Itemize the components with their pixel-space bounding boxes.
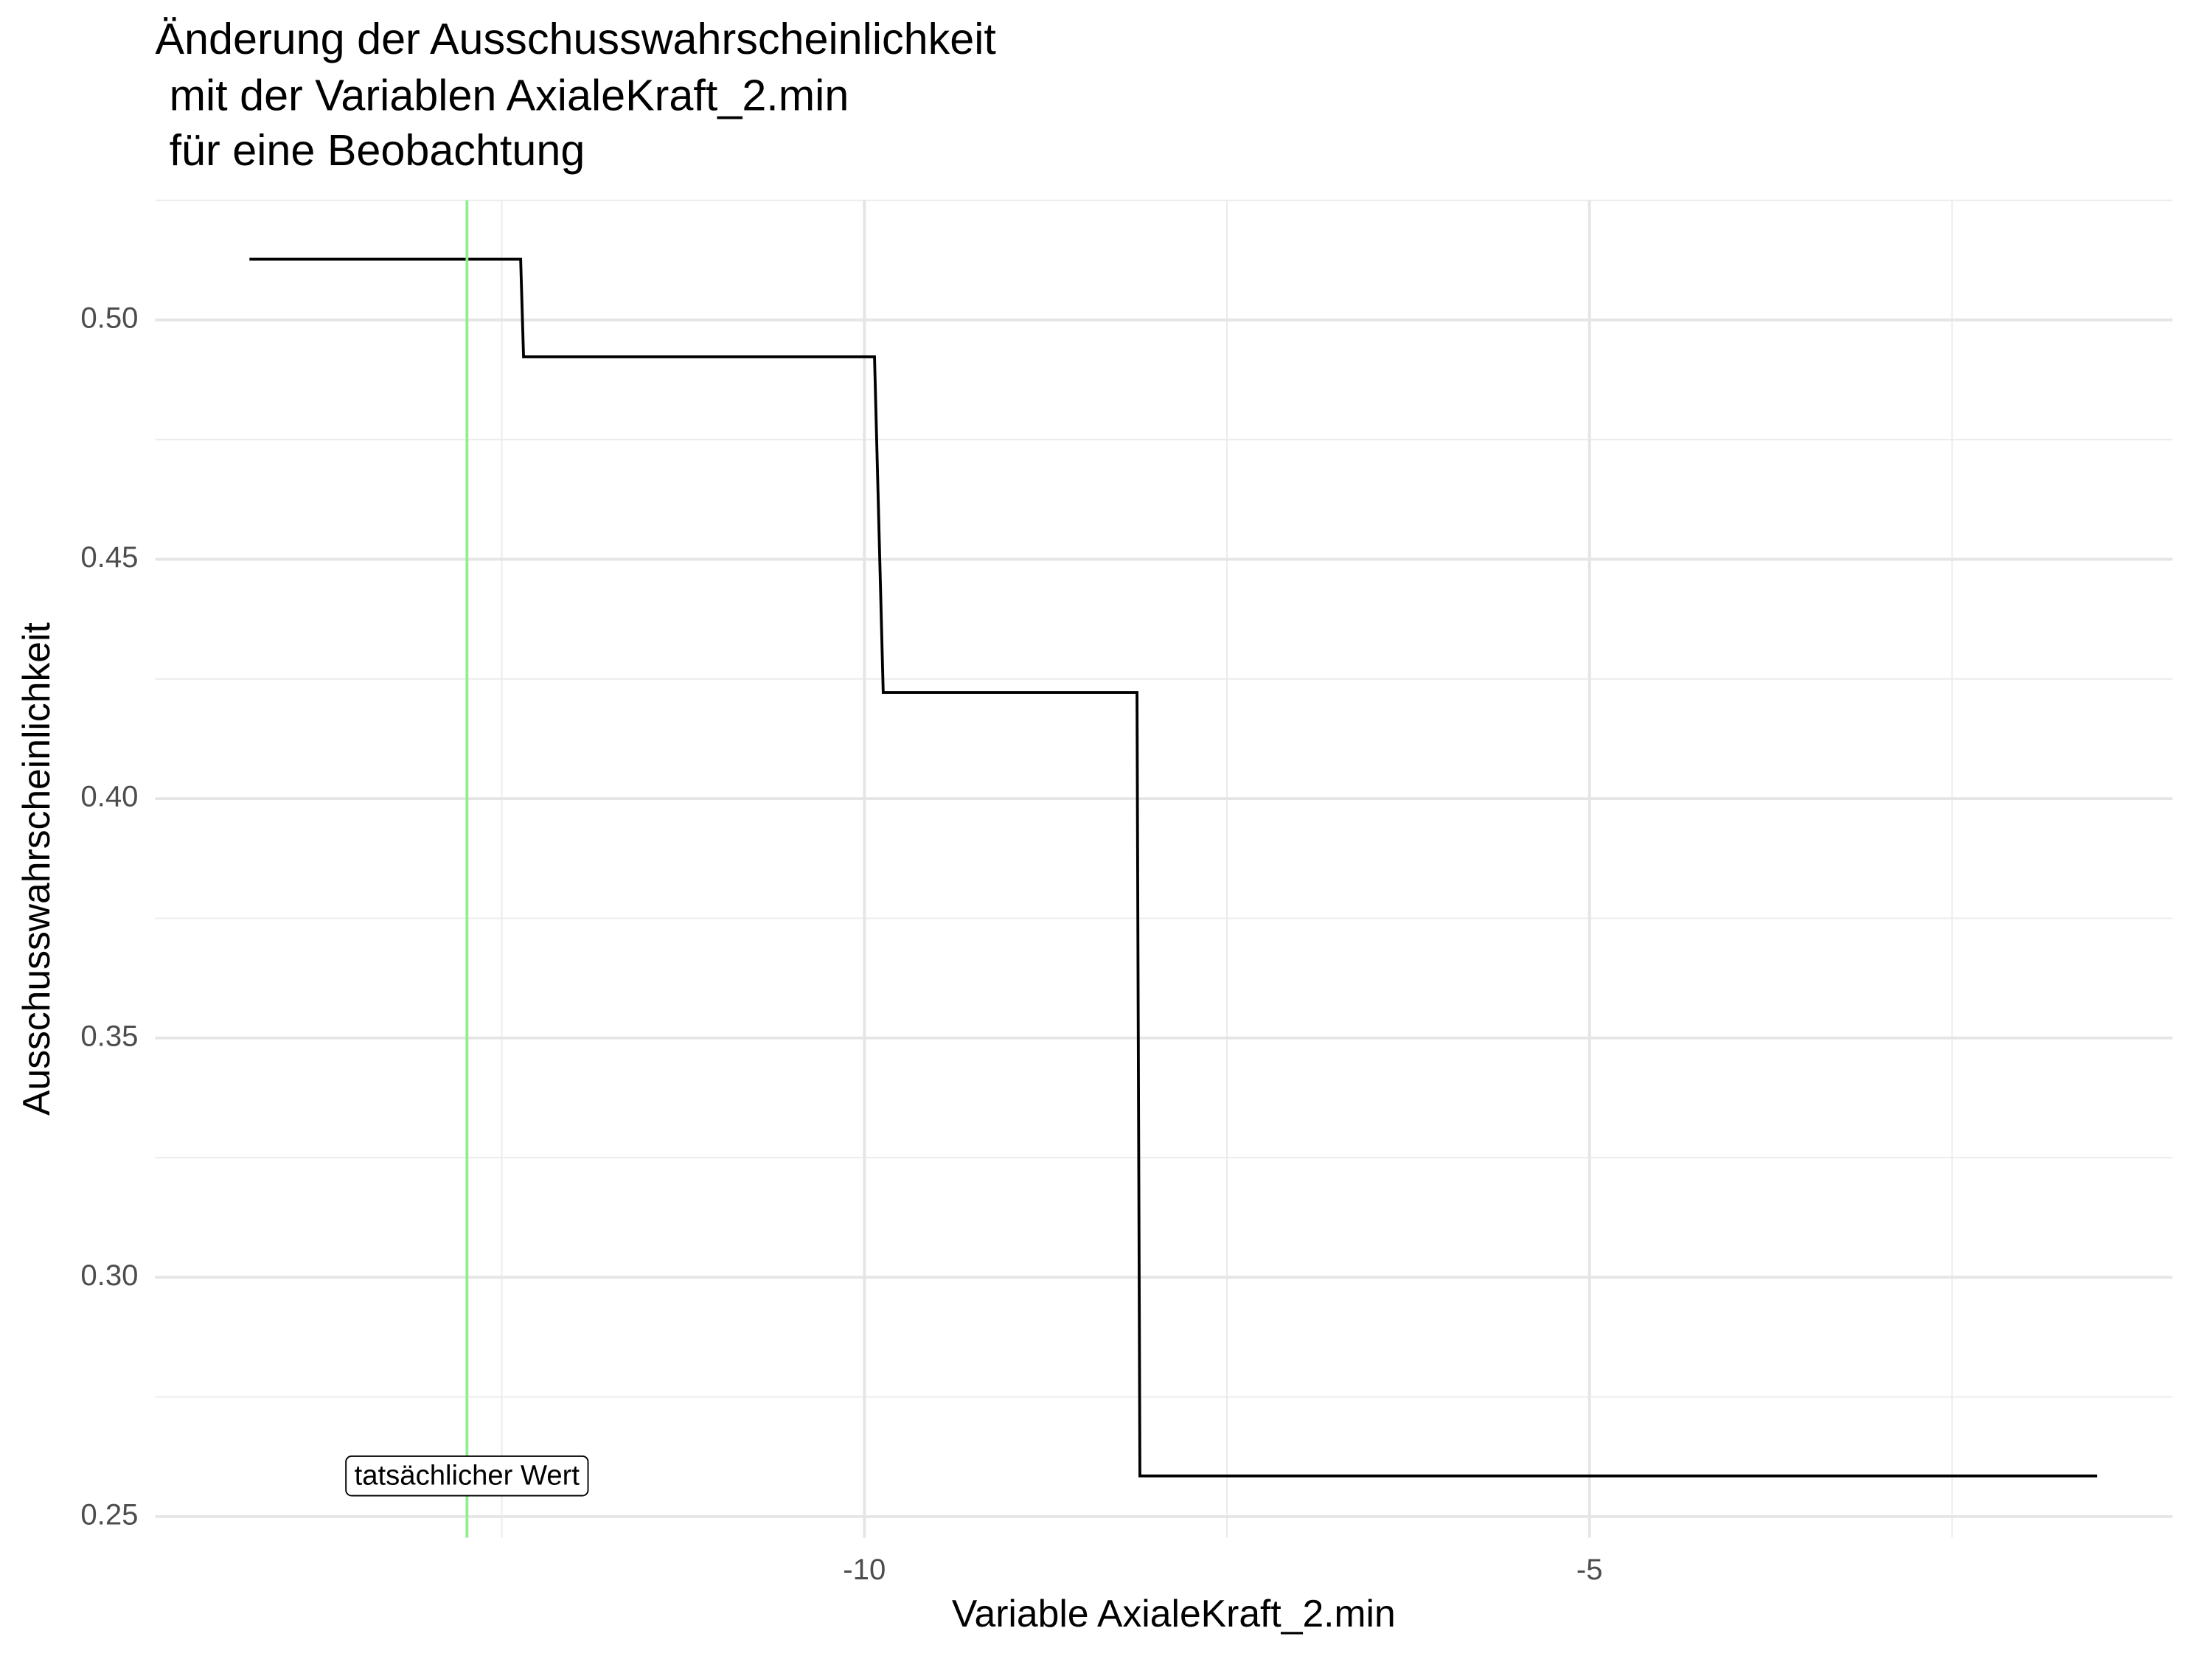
y-tick-label: 0.30 — [80, 1259, 138, 1292]
y-tick-label: 0.40 — [80, 780, 138, 813]
x-tick-label: -10 — [843, 1553, 886, 1586]
data-line — [249, 257, 2098, 1478]
y-tick-label: 0.45 — [80, 540, 138, 574]
annotation-label: tatsächlicher Wert — [355, 1460, 580, 1492]
x-axis-label: Variable AxialeKraft_2.min — [952, 1592, 1396, 1635]
y-tick-label: 0.50 — [80, 302, 138, 335]
chart-title: Änderung der Ausschusswahrscheinlichkeit — [155, 14, 996, 63]
y-tick-label: 0.35 — [80, 1019, 138, 1052]
chart-title: mit der Variablen AxialeKraft_2.min — [170, 71, 849, 120]
y-axis-label: Ausschusswahrscheinlichkeit — [15, 622, 58, 1116]
annotation-box — [345, 1455, 589, 1497]
y-tick-label: 0.25 — [80, 1498, 138, 1531]
x-tick-label: -5 — [1576, 1553, 1603, 1586]
chart-title: für eine Beobachtung — [170, 125, 585, 175]
